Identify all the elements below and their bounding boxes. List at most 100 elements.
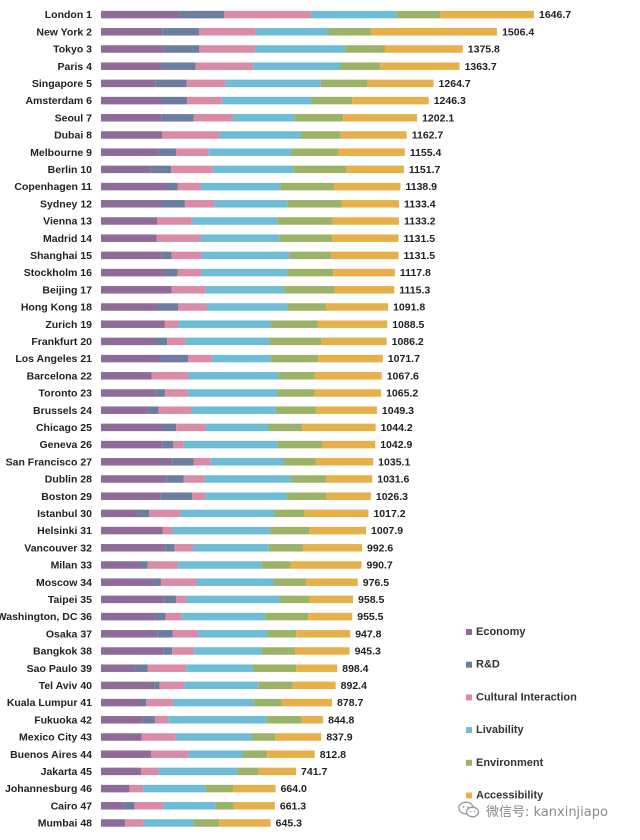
category-label: Moscow 34 bbox=[36, 577, 92, 589]
total-value-label: 664.0 bbox=[281, 783, 307, 795]
category-label: Seoul 7 bbox=[55, 112, 93, 124]
bar-segment-cultural-interaction bbox=[134, 802, 164, 810]
bar-segment-economy bbox=[101, 630, 158, 638]
total-value-label: 1246.3 bbox=[434, 95, 466, 107]
bar-segment-cultural-interaction bbox=[165, 612, 182, 621]
bar-segment-livability bbox=[255, 28, 329, 36]
bar-segment-economy bbox=[101, 286, 172, 294]
total-value-label: 1067.6 bbox=[387, 370, 419, 382]
bar-segment-livability bbox=[185, 595, 281, 604]
category-label: Hong Kong 18 bbox=[21, 302, 92, 314]
category-label: Milan 33 bbox=[51, 560, 93, 572]
bar-segment-cultural-interaction bbox=[141, 733, 176, 741]
total-value-label: 892.4 bbox=[341, 680, 367, 692]
bar-segment-cultural-interaction bbox=[171, 165, 213, 174]
bar-segment-economy bbox=[101, 114, 162, 122]
bar-segment-cultural-interaction bbox=[177, 268, 202, 277]
total-value-label: 1065.2 bbox=[386, 388, 418, 400]
bar-segment-accessibility bbox=[219, 819, 271, 827]
bar-segment-livability bbox=[206, 303, 288, 311]
bar-segment-environment bbox=[291, 148, 339, 156]
bar-segment-cultural-interaction bbox=[188, 354, 213, 363]
bar-segment-accessibility bbox=[367, 79, 434, 88]
bar-segment-cultural-interaction bbox=[149, 509, 181, 518]
category-label: Jakarta 45 bbox=[41, 766, 93, 778]
total-value-label: 1035.1 bbox=[378, 456, 410, 468]
bar-segment-environment bbox=[279, 234, 333, 242]
bar-segment-r-d bbox=[161, 251, 172, 260]
bar-segment-environment bbox=[320, 79, 368, 88]
bar-segment-livability bbox=[188, 750, 243, 758]
category-label: Madrid 14 bbox=[43, 233, 92, 245]
bar-segment-livability bbox=[193, 544, 269, 552]
bar-segment-economy bbox=[101, 698, 142, 707]
bar-segment-environment bbox=[268, 544, 303, 552]
bar-segment-cultural-interaction bbox=[172, 630, 199, 638]
legend-label: Livability bbox=[476, 724, 525, 736]
bar-segment-accessibility bbox=[308, 612, 353, 621]
bar-segment-accessibility bbox=[352, 96, 429, 105]
bar-segment-livability bbox=[205, 492, 287, 500]
bar-segment-livability bbox=[233, 114, 295, 122]
bar-segment-livability bbox=[194, 647, 262, 655]
bar-segment-livability bbox=[187, 389, 278, 397]
bar-segment-economy bbox=[101, 492, 161, 500]
bar-segment-environment bbox=[300, 131, 341, 139]
total-value-label: 945.3 bbox=[355, 646, 381, 658]
total-value-label: 990.7 bbox=[367, 560, 393, 572]
category-label: Los Angeles 21 bbox=[15, 353, 92, 365]
bar-segment-economy bbox=[101, 217, 158, 225]
bar-segment-accessibility bbox=[316, 406, 377, 414]
bar-segment-cultural-interaction bbox=[129, 784, 144, 793]
total-value-label: 1042.9 bbox=[380, 439, 412, 451]
bar-segment-accessibility bbox=[296, 664, 338, 672]
bar-segment-livability bbox=[143, 819, 194, 827]
bar-segment-environment bbox=[287, 303, 327, 311]
category-label: Singapore 5 bbox=[32, 78, 92, 90]
category-label: Zurich 19 bbox=[45, 319, 92, 331]
bar-segment-accessibility bbox=[384, 45, 463, 53]
bar-segment-livability bbox=[201, 268, 288, 277]
bar-segment-accessibility bbox=[333, 268, 395, 277]
bar-segment-environment bbox=[270, 526, 310, 535]
category-label: Tokyo 3 bbox=[53, 44, 92, 56]
bar-segment-r-d bbox=[157, 303, 179, 311]
total-value-label: 1049.3 bbox=[382, 405, 414, 417]
bar-segment-economy bbox=[101, 802, 125, 810]
bar-segment-environment bbox=[277, 217, 333, 225]
bar-segment-accessibility bbox=[233, 802, 275, 810]
bar-segment-economy bbox=[101, 62, 162, 70]
bar-segment-economy bbox=[101, 819, 126, 827]
bar-segment-r-d bbox=[162, 423, 177, 432]
category-label: Istanbul 30 bbox=[37, 508, 92, 520]
bar-segment-r-d bbox=[160, 354, 189, 363]
bar-segment-accessibility bbox=[332, 217, 399, 225]
bar-segment-environment bbox=[289, 251, 332, 260]
bar-segment-economy bbox=[101, 182, 168, 191]
bar-segment-cultural-interaction bbox=[158, 406, 192, 414]
bar-segment-livability bbox=[183, 440, 278, 449]
category-label: Berlin 10 bbox=[48, 164, 93, 176]
total-value-label: 1131.5 bbox=[404, 250, 436, 262]
bar-segment-cultural-interaction bbox=[186, 96, 222, 105]
bar-segment-livability bbox=[208, 148, 292, 156]
bar-segment-livability bbox=[311, 10, 397, 19]
bar-segment-livability bbox=[168, 716, 267, 724]
bar-segment-economy bbox=[101, 234, 157, 242]
legend-label: R&D bbox=[476, 659, 500, 671]
bar-segment-livability bbox=[225, 79, 321, 88]
bar-segment-livability bbox=[180, 509, 275, 518]
bar-segment-livability bbox=[175, 733, 252, 741]
bar-segment-livability bbox=[214, 200, 288, 208]
bar-segment-economy bbox=[101, 612, 155, 621]
bar-segment-environment bbox=[274, 509, 305, 518]
bar-segment-cultural-interaction bbox=[162, 131, 220, 139]
bar-segment-accessibility bbox=[333, 182, 401, 191]
bar-segment-r-d bbox=[150, 165, 172, 174]
total-value-label: 1151.7 bbox=[409, 164, 441, 176]
bar-segment-environment bbox=[280, 595, 309, 604]
total-value-label: 1088.5 bbox=[392, 319, 424, 331]
total-value-label: 812.8 bbox=[320, 749, 346, 761]
bar-segment-cultural-interaction bbox=[178, 303, 207, 311]
bar-segment-economy bbox=[101, 337, 156, 346]
